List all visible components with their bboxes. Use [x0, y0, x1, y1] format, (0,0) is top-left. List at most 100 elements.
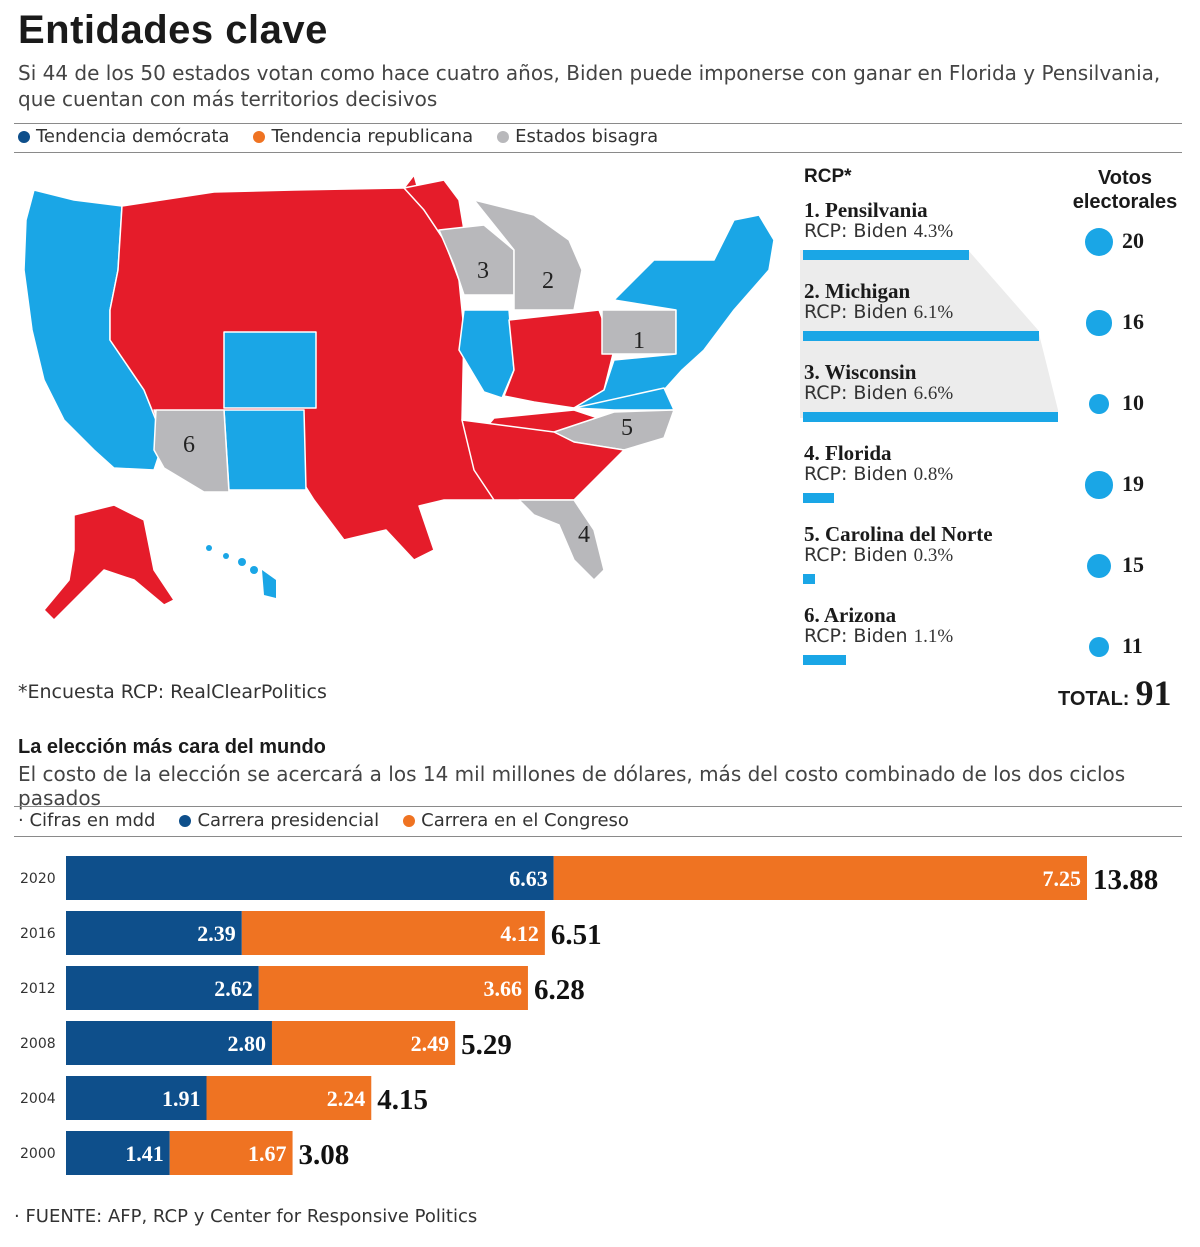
bar-presidential — [66, 1021, 272, 1065]
total-row: TOTAL: 91 — [1058, 672, 1171, 714]
rcp-bar — [803, 493, 834, 503]
state-rcp: RCP: Biden 4.3% — [804, 220, 953, 243]
state-rcp: RCP: Biden 6.6% — [804, 382, 953, 405]
rcp-bar — [803, 655, 846, 665]
cost-title: La elección más cara del mundo — [18, 736, 326, 758]
legend-dot-icon — [179, 814, 192, 827]
state-name: 3. Wisconsin — [804, 360, 917, 384]
bar-value-label: 1.41 — [125, 1141, 164, 1166]
bar-congress — [553, 856, 1087, 900]
state-rcp: RCP: Biden 0.3% — [804, 544, 953, 567]
map-region-new-mexico — [223, 409, 307, 491]
bar-value-label: 7.25 — [1043, 866, 1082, 891]
legend-item-congress: Carrera en el Congreso — [403, 810, 629, 831]
map-region-florida — [518, 499, 605, 581]
legend-item-presidential: Carrera presidencial — [179, 810, 379, 831]
bar-congress — [241, 911, 545, 955]
bar-congress — [271, 1021, 456, 1065]
map-region-arizona — [153, 409, 230, 493]
map-number-4: 4 — [578, 522, 590, 548]
year-label: 2016 — [20, 926, 56, 942]
legend-dot-icon — [18, 130, 30, 143]
legend-item-dem: Tendencia demócrata — [18, 126, 229, 147]
state-rcp: RCP: Biden 1.1% — [804, 625, 953, 648]
map-number-2: 2 — [542, 268, 554, 294]
bar-presidential — [66, 966, 259, 1010]
state-name: 1. Pensilvania — [804, 198, 928, 222]
bar-congress — [258, 966, 528, 1010]
legend-dot-icon — [403, 814, 416, 827]
bar-value-label: 2.80 — [227, 1031, 266, 1056]
map-number-5: 5 — [621, 415, 633, 441]
rcp-prefix: RCP: Biden — [804, 463, 914, 485]
source-label: · FUENTE: — [14, 1206, 103, 1227]
rcp-prefix: RCP: Biden — [804, 625, 914, 647]
votes-number: 15 — [1122, 552, 1144, 577]
map-region-colorado — [223, 331, 317, 409]
bar-total-label: 5.29 — [461, 1029, 512, 1061]
rcp-bar — [803, 331, 1039, 341]
bar-congress — [206, 1076, 372, 1120]
bar-total-label: 6.51 — [551, 919, 602, 951]
divider — [14, 152, 1182, 153]
rcp-margin: 6.1% — [913, 302, 954, 323]
bar-value-label: 3.66 — [483, 976, 522, 1001]
divider — [14, 123, 1182, 124]
state-rcp: RCP: Biden 0.8% — [804, 463, 953, 486]
rcp-header: RCP* — [804, 166, 852, 187]
total-value: 91 — [1135, 673, 1172, 713]
bar-value-label: 1.67 — [248, 1141, 287, 1166]
bar-presidential — [66, 856, 554, 900]
year-label: 2000 — [20, 1146, 56, 1162]
map-footnote: *Encuesta RCP: RealClearPolitics — [18, 681, 327, 703]
total-label: TOTAL: — [1058, 688, 1130, 710]
source-note: · FUENTE: AFP, RCP y Center for Responsi… — [14, 1206, 477, 1227]
rcp-prefix: RCP: Biden — [804, 544, 914, 566]
map-region-michigan — [473, 199, 583, 311]
rcp-margin: 0.3% — [913, 545, 954, 566]
state-name: 4. Florida — [804, 441, 892, 465]
votes-header: Votos electorales — [1070, 166, 1180, 214]
bar-total-label: 6.28 — [534, 974, 585, 1006]
legend-label: Carrera presidencial — [197, 810, 380, 831]
votes-header-line2: electorales — [1072, 191, 1178, 213]
state-name: 6. Arizona — [804, 603, 897, 627]
bar-congress — [169, 1131, 293, 1175]
rcp-prefix: RCP: Biden — [804, 382, 914, 404]
votes-number: 19 — [1122, 471, 1144, 496]
legend-label: Carrera en el Congreso — [421, 810, 629, 831]
cost-legend: · Cifras en mdd Carrera presidencial Car… — [18, 810, 629, 831]
rcp-margin: 4.3% — [913, 221, 954, 242]
state-name: 5. Carolina del Norte — [804, 522, 993, 546]
rcp-margin: 0.8% — [913, 464, 954, 485]
votes-number: 20 — [1122, 228, 1144, 253]
votes-circle — [1089, 394, 1109, 414]
year-label: 2004 — [20, 1091, 56, 1107]
bar-value-label: 2.62 — [214, 976, 253, 1001]
bar-presidential — [66, 1131, 170, 1175]
votes-circle — [1085, 228, 1113, 256]
votes-circle — [1085, 471, 1113, 499]
map-region-northeast — [573, 214, 775, 409]
map-region-pennsylvania — [601, 309, 677, 355]
bar-value-label: 1.91 — [162, 1086, 201, 1111]
bar-value-label: 2.39 — [197, 921, 236, 946]
map-region-hawaii — [206, 545, 276, 598]
cost-legend-units: · Cifras en mdd — [18, 810, 156, 831]
divider — [14, 806, 1182, 807]
legend-label: Tendencia demócrata — [36, 126, 230, 147]
map-legend: Tendencia demócrata Tendencia republican… — [18, 126, 658, 147]
bar-presidential — [66, 911, 242, 955]
bar-total-label: 13.88 — [1093, 864, 1158, 896]
rcp-bar — [803, 574, 815, 584]
map-number-3: 3 — [477, 258, 489, 284]
rcp-bar — [803, 412, 1058, 422]
bar-presidential — [66, 1076, 207, 1120]
legend-label: Tendencia republicana — [271, 126, 474, 147]
page-title: Entidades clave — [18, 8, 328, 52]
divider — [14, 836, 1182, 837]
bar-total-label: 4.15 — [377, 1084, 428, 1116]
legend-dot-icon — [253, 130, 266, 143]
cost-subtitle: El costo de la elección se acercará a lo… — [18, 762, 1126, 810]
year-label: 2020 — [20, 871, 56, 887]
